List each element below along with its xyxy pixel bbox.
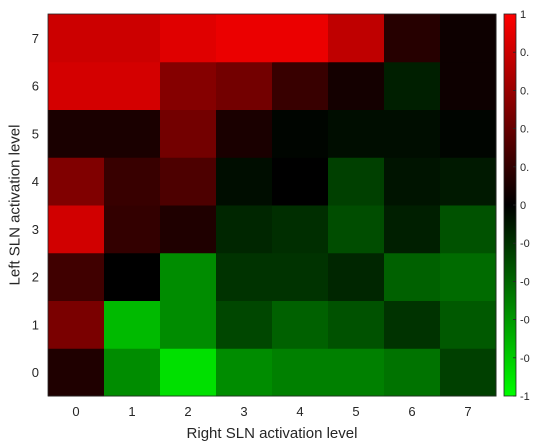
x-tick-label: 2	[184, 404, 191, 419]
x-tick-label: 0	[72, 404, 79, 419]
heatmap-cell	[104, 205, 161, 254]
heatmap-cell	[384, 61, 441, 110]
heatmap-cell	[160, 109, 217, 158]
colorbar-tick-label: -0	[520, 353, 530, 365]
x-tick-label: 5	[352, 404, 359, 419]
heatmap-cell	[384, 109, 441, 158]
y-tick-label: 0	[32, 365, 39, 380]
heatmap-cell	[48, 61, 105, 110]
heatmap-cell	[160, 61, 217, 110]
heatmap-cell	[48, 14, 105, 63]
y-tick-label: 7	[32, 31, 39, 46]
heatmap-cell	[328, 109, 385, 158]
x-tick-labels: 0 1 2 3 4 5 6 7	[72, 404, 471, 419]
heatmap-cell	[440, 348, 497, 397]
heatmap-cell	[216, 157, 273, 206]
y-axis-label: Left SLN activation level	[7, 125, 24, 286]
colorbar-tick-label: 0.	[520, 85, 529, 97]
x-tick-label: 6	[408, 404, 415, 419]
heatmap-cell	[328, 61, 385, 110]
heatmap-cell	[440, 205, 497, 254]
heatmap-cell	[216, 14, 273, 63]
heatmap-cell	[328, 157, 385, 206]
heatmap-cell	[48, 348, 105, 397]
colorbar-tick-label: -1	[520, 391, 530, 403]
y-tick-label: 2	[32, 270, 39, 285]
colorbar-ticks: 1 0. 0. 0. 0. 0 -0 -0 -0 -0 -1	[513, 9, 530, 403]
colorbar-tick-label: 0.	[520, 124, 529, 136]
heatmap-cell	[384, 348, 441, 397]
heatmap-cell	[48, 109, 105, 158]
colorbar-tick-label: -0	[520, 315, 530, 327]
heatmap-cell	[384, 14, 441, 63]
heatmap-cell	[104, 109, 161, 158]
heatmap-cell	[384, 157, 441, 206]
heatmap-cell	[272, 252, 329, 301]
heatmap-cell	[216, 252, 273, 301]
heatmap-cells	[48, 14, 497, 397]
heatmap-cell	[160, 14, 217, 63]
colorbar-tick-label: 0.	[520, 47, 529, 59]
heatmap-cell	[272, 348, 329, 397]
heatmap-cell	[440, 14, 497, 63]
heatmap-cell	[272, 14, 329, 63]
y-tick-label: 1	[32, 317, 39, 332]
colorbar-tick-label: -0	[520, 276, 530, 288]
heatmap-cell	[160, 157, 217, 206]
heatmap-cell	[384, 300, 441, 349]
heatmap-cell	[48, 252, 105, 301]
heatmap-cell	[328, 252, 385, 301]
plot-border	[47, 13, 497, 397]
heatmap-cell	[272, 109, 329, 158]
heatmap-cell	[384, 205, 441, 254]
heatmap-cell	[216, 61, 273, 110]
y-tick-label: 4	[32, 174, 39, 189]
x-tick-label: 4	[296, 404, 303, 419]
y-tick-label: 5	[32, 126, 39, 141]
colorbar-tick-label: -0	[520, 238, 530, 250]
heatmap-cell	[160, 252, 217, 301]
heatmap-cell	[104, 14, 161, 63]
x-tick-label: 3	[240, 404, 247, 419]
heatmap-cell	[160, 205, 217, 254]
heatmap-cell	[216, 300, 273, 349]
heatmap-cell	[440, 109, 497, 158]
heatmap-cell	[384, 252, 441, 301]
heatmap-cell	[440, 61, 497, 110]
heatmap-cell	[440, 157, 497, 206]
heatmap-cell	[440, 252, 497, 301]
x-tick-label: 7	[464, 404, 471, 419]
colorbar-tick-label: 1	[520, 9, 526, 21]
heatmap-cell	[48, 205, 105, 254]
heatmap-cell	[328, 14, 385, 63]
y-tick-label: 3	[32, 222, 39, 237]
y-tick-labels: 0 1 2 3 4 5 6 7	[32, 31, 39, 380]
colorbar-tick-label: 0.	[520, 162, 529, 174]
heatmap-cell	[328, 348, 385, 397]
heatmap-cell	[272, 61, 329, 110]
heatmap-cell	[328, 300, 385, 349]
x-axis-label: Right SLN activation level	[187, 425, 358, 442]
heatmap-cell	[216, 348, 273, 397]
heatmap-cell	[272, 300, 329, 349]
heatmap-cell	[160, 348, 217, 397]
heatmap-cell	[272, 157, 329, 206]
heatmap-cell	[104, 61, 161, 110]
heatmap-cell	[160, 300, 217, 349]
heatmap-cell	[216, 109, 273, 158]
heatmap-cell	[440, 300, 497, 349]
heatmap-cell	[104, 157, 161, 206]
y-tick-label: 6	[32, 79, 39, 94]
colorbar-tick-label: 0	[520, 200, 526, 212]
heatmap-cell	[104, 252, 161, 301]
heatmap-cell	[216, 205, 273, 254]
heatmap-cell	[104, 348, 161, 397]
heatmap-cell	[272, 205, 329, 254]
x-tick-label: 1	[128, 404, 135, 419]
heatmap-cell	[48, 300, 105, 349]
heatmap-cell	[48, 157, 105, 206]
heatmap-cell	[328, 205, 385, 254]
heatmap-cell	[104, 300, 161, 349]
